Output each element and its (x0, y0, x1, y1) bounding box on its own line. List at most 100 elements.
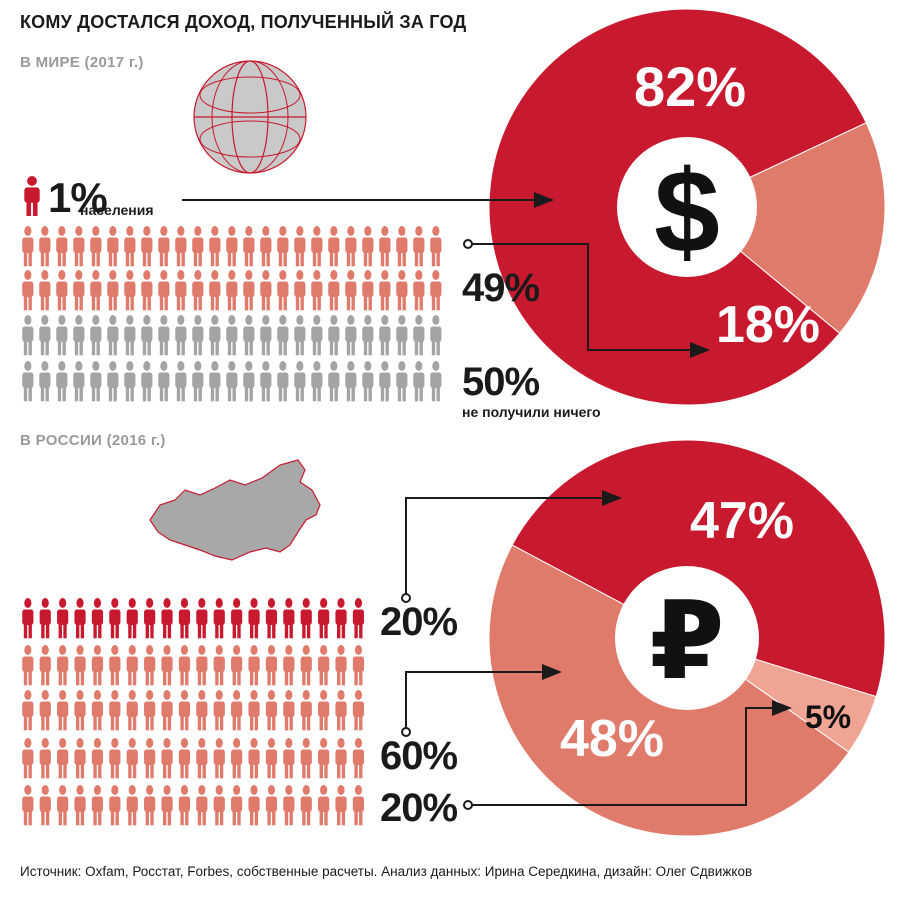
person-icon (56, 315, 68, 356)
person-icon (248, 785, 260, 826)
person-icon (178, 598, 191, 639)
arrow-russia-bottom (468, 700, 792, 806)
world-bottom-pct: 50% (462, 360, 540, 404)
person-icon (22, 785, 34, 826)
person-icon (413, 270, 425, 311)
person-icon (144, 645, 156, 686)
person-icon (74, 690, 86, 731)
person-icon (318, 598, 330, 639)
person-icon (22, 270, 34, 311)
chart-title: КОМУ ДОСТАЛСЯ ДОХОД, ПОЛУЧЕННЫЙ ЗА ГОД (20, 12, 467, 32)
person-icon (379, 361, 391, 402)
russia-pie-center (615, 566, 759, 710)
person-icon (141, 270, 153, 311)
person-icon (22, 315, 34, 356)
russia-slice-label: 47% (690, 492, 794, 550)
person-icon (335, 645, 347, 686)
person-icon (178, 785, 191, 826)
person-icon (300, 645, 312, 686)
person-icon (144, 785, 156, 826)
russia-top-pct: 20% (380, 600, 458, 644)
person-icon (352, 785, 365, 826)
person-icon (74, 645, 86, 686)
person-icon (22, 598, 34, 639)
person-icon (22, 226, 34, 267)
russia-heading: В РОССИИ (2016 г.) (20, 432, 166, 449)
person-icon (294, 226, 306, 267)
ruble-icon: ₽ (649, 579, 724, 704)
person-icon (265, 738, 278, 779)
person-icon (318, 690, 330, 731)
person-icon (379, 270, 391, 311)
arrow-dot (463, 800, 473, 810)
arrow-world-mid (468, 243, 710, 358)
world-heading: В МИРЕ (2017 г.) (20, 54, 144, 71)
person-icon (175, 270, 187, 311)
person-icon (161, 645, 173, 686)
person-icon (107, 361, 119, 402)
person-icon (20, 176, 44, 216)
person-icon (231, 785, 243, 826)
person-icon (231, 690, 243, 731)
person-icon (335, 690, 347, 731)
person-icon (57, 598, 69, 639)
person-icon (192, 361, 204, 402)
person-icon (352, 598, 365, 639)
person-icon (107, 270, 119, 311)
russia-bottom-pct: 20% (380, 786, 458, 830)
person-icon (260, 361, 272, 402)
person-icon (231, 645, 243, 686)
arrow-dot (463, 239, 473, 249)
person-icon (226, 315, 238, 356)
person-icon (161, 785, 173, 826)
person-icon (178, 690, 191, 731)
person-icon (161, 598, 173, 639)
person-icon (91, 785, 104, 826)
person-icon (109, 738, 121, 779)
world-mid-pct: 49% (462, 266, 540, 310)
person-icon (74, 738, 86, 779)
person-icon (57, 785, 69, 826)
russia-mid-pct: 60% (380, 734, 458, 778)
person-icon (345, 226, 357, 267)
person-icon (90, 270, 102, 311)
person-icon (430, 361, 442, 402)
person-icon (126, 738, 138, 779)
person-icon (243, 361, 255, 402)
person-icon (318, 785, 330, 826)
person-icon (265, 645, 278, 686)
person-icon (158, 270, 170, 311)
world-pie-center (617, 137, 757, 277)
person-icon (318, 738, 330, 779)
person-icon (22, 738, 34, 779)
person-icon (144, 738, 156, 779)
person-icon (57, 690, 69, 731)
person-icon (175, 315, 187, 356)
person-icon (265, 690, 278, 731)
person-icon (379, 315, 391, 356)
person-icon (209, 226, 221, 267)
person-icon (158, 361, 170, 402)
person-icon (22, 361, 34, 402)
world-slice-label: 18% (716, 296, 820, 354)
person-icon (352, 738, 365, 779)
person-icon (283, 645, 295, 686)
world-bottom-caption: не получили ничего (462, 404, 601, 420)
person-icon (213, 645, 225, 686)
person-icon (248, 690, 260, 731)
dollar-icon: $ (654, 146, 720, 278)
person-icon (283, 598, 295, 639)
person-icon (196, 785, 208, 826)
person-icon (158, 226, 170, 267)
person-icon (328, 226, 340, 267)
connector-arrows (182, 192, 792, 806)
person-icon (109, 785, 121, 826)
person-icon (56, 270, 68, 311)
person-icon (209, 270, 221, 311)
person-icon (39, 645, 51, 686)
person-icon (226, 226, 238, 267)
person-icon (57, 645, 69, 686)
person-icon (248, 598, 260, 639)
person-icon (283, 785, 295, 826)
person-icon (311, 361, 323, 402)
